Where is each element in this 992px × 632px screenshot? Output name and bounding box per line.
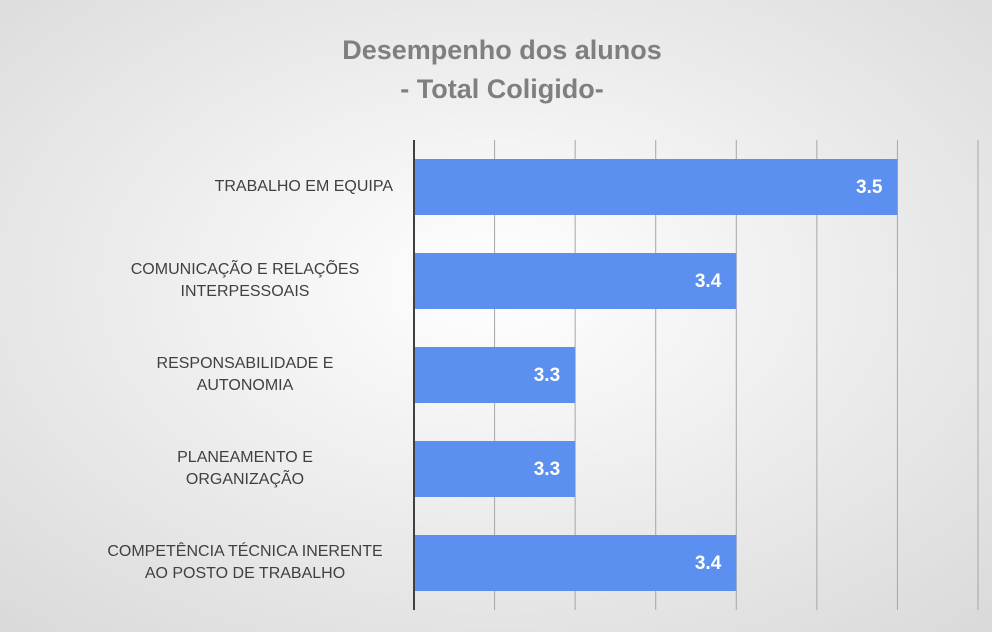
- y-tick-label: AO POSTO DE TRABALHO: [145, 565, 345, 582]
- data-label: 3.5: [856, 177, 883, 198]
- y-tick-label: INTERPESSOAIS: [181, 283, 310, 300]
- bar: [414, 253, 737, 309]
- bar: [414, 535, 737, 591]
- data-label: 3.3: [534, 459, 560, 480]
- y-tick-label: ORGANIZAÇÃO: [186, 468, 304, 488]
- chart-title: Desempenho dos alunos: [342, 35, 662, 65]
- y-tick-label: COMUNICAÇÃO E RELAÇÕES: [131, 258, 359, 278]
- chart-title: - Total Coligido-: [400, 74, 603, 104]
- data-label: 3.3: [534, 365, 560, 386]
- y-tick-label: TRABALHO EM EQUIPA: [215, 178, 394, 195]
- y-tick-label: RESPONSABILIDADE E: [157, 355, 334, 372]
- bar: [414, 347, 576, 403]
- bar: [414, 441, 576, 497]
- y-tick-label: PLANEAMENTO E: [177, 449, 313, 466]
- data-label: 3.4: [695, 553, 722, 574]
- y-tick-label: AUTONOMIA: [197, 377, 294, 394]
- bar: [414, 159, 898, 215]
- data-label: 3.4: [695, 271, 722, 292]
- y-tick-label: COMPETÊNCIA TÉCNICA INERENTE: [107, 541, 382, 560]
